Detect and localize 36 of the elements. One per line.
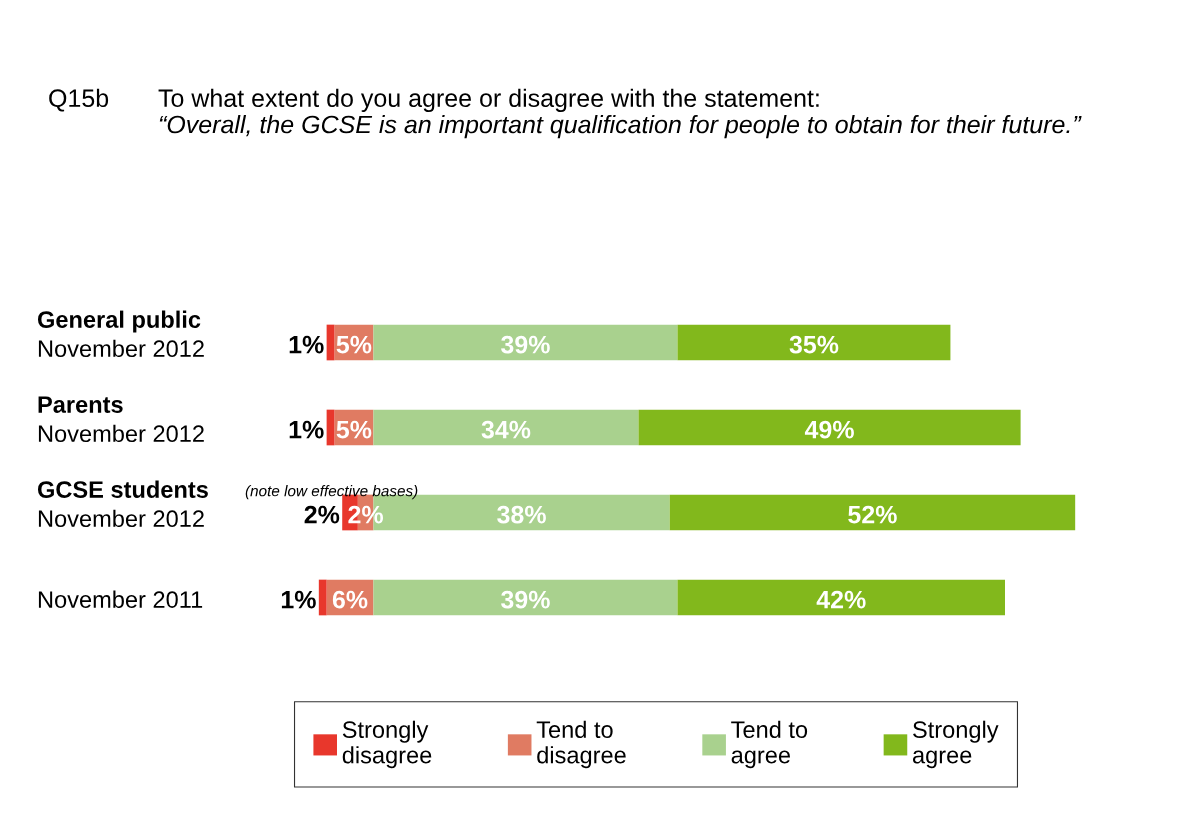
y-tick-label: Parents November 2012 (38, 396, 204, 443)
annotation: 1% (289, 420, 324, 439)
bar (677, 324, 951, 361)
data-label: 42% (816, 590, 866, 609)
annotation: 2% (348, 505, 384, 524)
text: “Overall, the GCSE is an important qualification for people to obtain for their future.” (159, 115, 1082, 139)
data-label: 38% (497, 505, 546, 524)
bar (373, 324, 678, 361)
legend-label: Tend to disagree (536, 720, 626, 769)
text: Q15b (49, 88, 109, 112)
annotation: 5% (336, 335, 372, 354)
bar (318, 579, 327, 616)
y-tick-label: November 2011 (38, 590, 203, 608)
bar (373, 409, 639, 446)
legend-label: Strongly disagree (342, 720, 432, 769)
y-tick-label: GCSE students November 2012 (37, 480, 208, 528)
data-label: 35% (789, 335, 839, 354)
data-label: 39% (501, 590, 550, 609)
bar (669, 494, 1076, 531)
bar (373, 579, 678, 616)
legend-label: Strongly agree (912, 720, 999, 769)
bar (638, 409, 1021, 446)
bar (677, 579, 1005, 616)
annotation: 5% (336, 420, 372, 439)
chart-subtitle: To what extent do you agree or disagree with the statement: (158, 88, 819, 112)
data-label: 39% (501, 335, 550, 354)
annotation: 1% (281, 590, 316, 609)
data-label: 52% (848, 505, 897, 524)
annotation: 1% (289, 335, 324, 354)
legend-label: Tend to agree (731, 720, 808, 769)
data-label: 34% (481, 420, 531, 439)
data-label: 49% (804, 420, 854, 439)
annotation: 2% (304, 505, 340, 524)
y-tick-label: General public November 2012 (37, 310, 204, 358)
annotation: 6% (332, 590, 368, 609)
annotation: (note low effective bases) (245, 485, 418, 500)
